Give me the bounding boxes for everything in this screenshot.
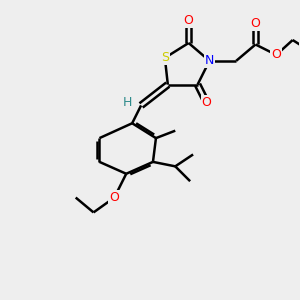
Text: O: O <box>202 96 212 109</box>
Text: N: N <box>205 54 214 67</box>
Text: H: H <box>123 96 132 109</box>
Text: O: O <box>110 191 119 204</box>
Text: O: O <box>184 14 194 27</box>
Text: S: S <box>161 51 169 64</box>
Text: O: O <box>250 17 260 30</box>
Text: O: O <box>272 48 281 62</box>
